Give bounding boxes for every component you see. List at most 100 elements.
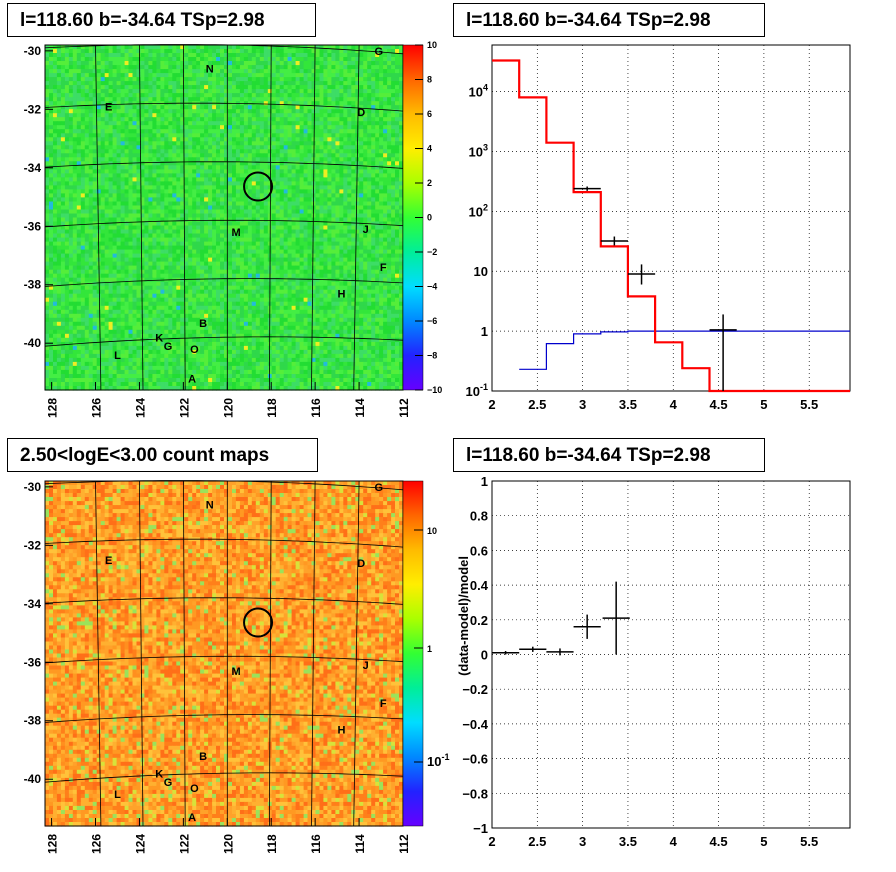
map1-pixel xyxy=(315,137,321,142)
map1-pixel xyxy=(152,257,157,263)
map1-pixel xyxy=(116,105,122,110)
map1-pixel xyxy=(319,249,325,255)
map1-pixel xyxy=(224,205,229,211)
map1-pixel xyxy=(303,201,309,207)
map1-pixel xyxy=(391,213,396,219)
map1-pixel xyxy=(92,177,98,182)
map1-pixel xyxy=(136,201,142,207)
map1-pixel xyxy=(176,93,181,98)
map1-pixel xyxy=(331,133,336,138)
map1-pixel xyxy=(287,69,293,74)
map1-pixel xyxy=(148,221,153,227)
map1-pixel xyxy=(228,45,233,50)
map1-pixel xyxy=(283,257,289,263)
map1-pixel xyxy=(53,121,58,126)
map1-pixel xyxy=(224,105,229,110)
map1-pixel xyxy=(355,105,360,110)
map1-pixel xyxy=(307,205,313,211)
map1-pixel xyxy=(49,73,54,78)
map1-pixel xyxy=(243,141,249,146)
map1-pixel xyxy=(307,217,313,223)
map1-pixel xyxy=(92,81,98,86)
map1-pixel xyxy=(128,105,134,110)
map1-pixel xyxy=(355,69,360,74)
map1-pixel xyxy=(164,233,169,239)
map1-pixel xyxy=(104,149,110,154)
map1-pixel xyxy=(204,197,209,202)
map1-pixel xyxy=(323,153,328,158)
map1-pixel xyxy=(232,229,237,235)
map1-pixel xyxy=(359,245,364,251)
map1-pixel xyxy=(232,253,237,259)
map1-pixel xyxy=(88,165,94,170)
map1-pixel xyxy=(184,257,189,263)
map1-pixel xyxy=(263,57,269,62)
map1-pixel xyxy=(53,173,58,178)
map1-pixel xyxy=(307,157,313,162)
map1-pixel xyxy=(212,117,217,122)
map1-pixel xyxy=(176,137,181,142)
map1-pixel xyxy=(259,153,265,158)
map1-pixel xyxy=(144,81,149,86)
map1-pixel xyxy=(239,45,245,50)
map1-pixel xyxy=(335,133,340,138)
map1-pixel xyxy=(363,209,368,215)
map1-pixel xyxy=(45,149,50,154)
map1-pixel xyxy=(112,149,118,154)
map1-pixel xyxy=(136,213,142,219)
map1-pixel xyxy=(307,229,313,235)
map1-pixel xyxy=(104,221,110,227)
map1-pixel xyxy=(283,205,289,211)
map1-pixel xyxy=(351,165,356,170)
map1-pixel xyxy=(80,253,86,259)
map1-pixel xyxy=(399,57,404,62)
map1-pixel xyxy=(188,73,193,78)
map1-pixel xyxy=(160,157,165,162)
map1-pixel xyxy=(283,157,289,162)
map1-pixel xyxy=(108,261,114,267)
map1-pixel xyxy=(192,221,197,227)
map1-pixel xyxy=(68,185,74,190)
map1-pixel xyxy=(271,105,277,110)
map1-pixel xyxy=(343,257,348,263)
map1-pixel xyxy=(156,129,161,134)
map1-pixel xyxy=(60,157,66,162)
map1-pixel xyxy=(307,137,313,142)
map1-pixel xyxy=(156,57,161,62)
map1-pixel xyxy=(323,233,328,239)
map1-pixel xyxy=(347,137,352,142)
map1-pixel xyxy=(299,89,305,94)
map1-pixel xyxy=(168,229,173,235)
map1-pixel xyxy=(112,49,118,54)
map1-pixel xyxy=(251,149,257,154)
map1-pixel xyxy=(49,145,54,150)
map1-pixel xyxy=(220,113,225,118)
map1-pixel xyxy=(176,81,181,86)
map1-pixel xyxy=(128,193,134,198)
map1-pixel xyxy=(208,221,213,227)
map1-pixel xyxy=(84,125,90,130)
map1-pixel xyxy=(60,89,66,94)
map1-pixel xyxy=(92,45,98,50)
map1-pixel xyxy=(208,81,213,86)
map1-pixel xyxy=(335,261,340,267)
map1-pixel xyxy=(243,225,249,231)
map1-pixel xyxy=(263,233,269,239)
map1-pixel xyxy=(212,205,217,211)
map1-pixel xyxy=(84,193,90,198)
map1-pixel xyxy=(88,181,94,186)
map1-pixel xyxy=(64,49,70,54)
map1-pixel xyxy=(235,241,241,247)
map1-pixel xyxy=(88,169,94,174)
map1-pixel xyxy=(295,205,301,211)
map1-pixel xyxy=(196,93,201,98)
map1-pixel xyxy=(188,69,193,74)
map1-pixel xyxy=(355,245,360,251)
map1-pixel xyxy=(275,189,281,194)
map1-pixel xyxy=(172,201,177,207)
map1-pixel xyxy=(395,57,400,62)
map1-pixel xyxy=(347,113,352,118)
map1-pixel xyxy=(247,217,253,223)
map1-pixel xyxy=(100,149,106,154)
map1-pixel xyxy=(72,125,78,130)
